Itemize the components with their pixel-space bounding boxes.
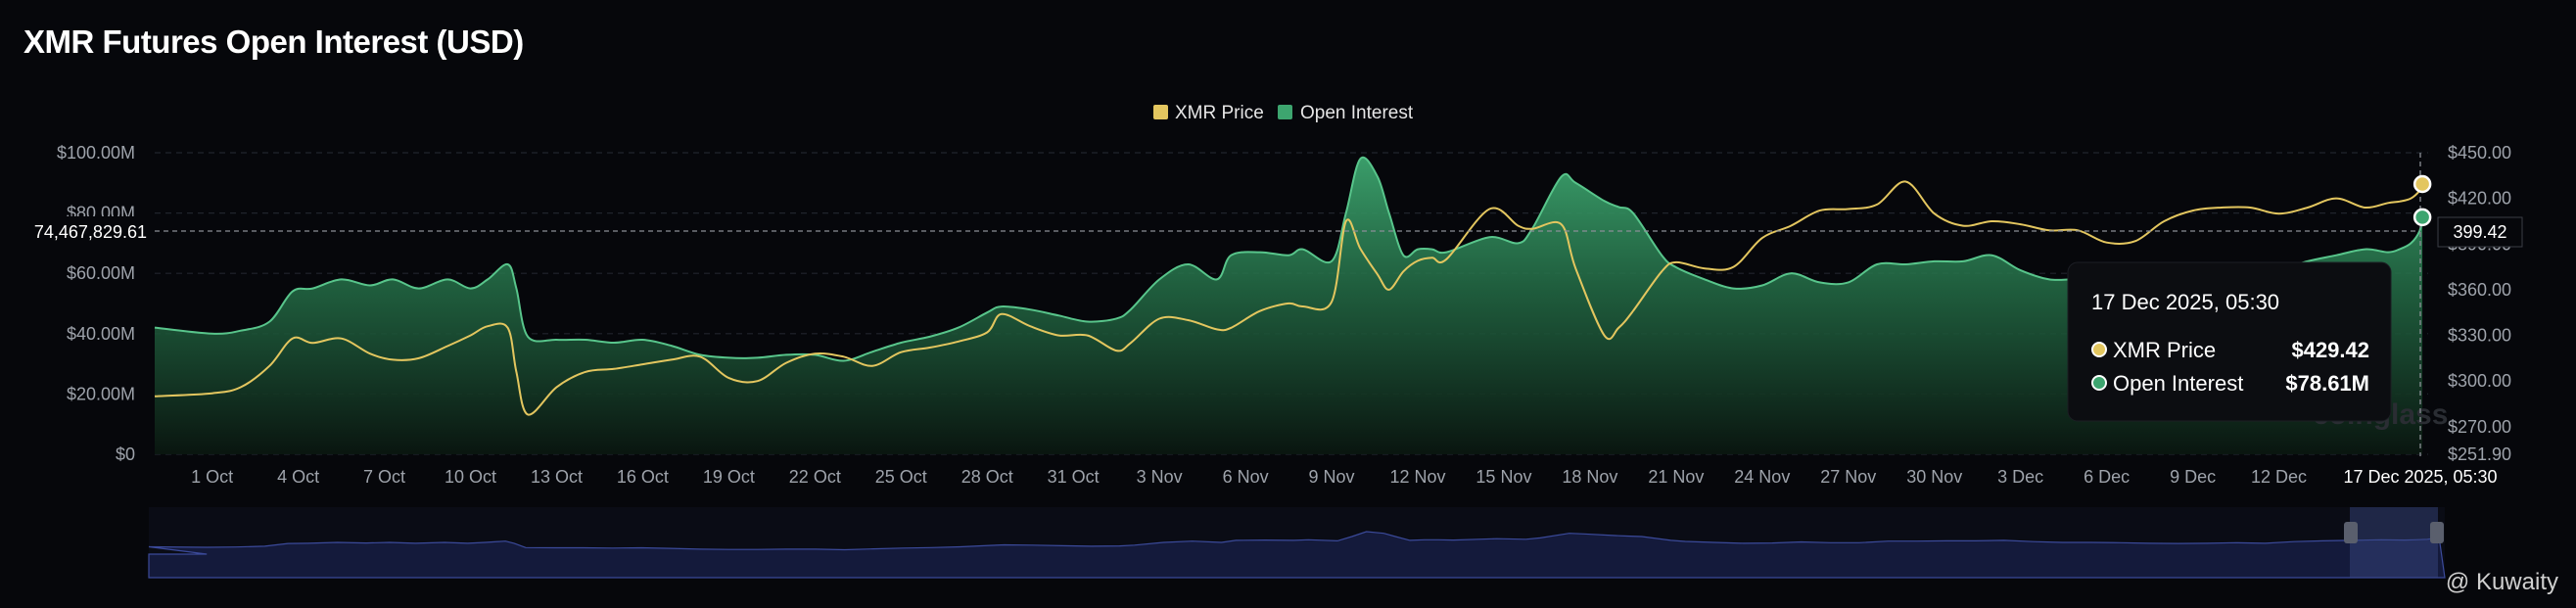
x-tick-label: 9 Dec bbox=[2170, 467, 2216, 487]
hover-markers bbox=[2412, 174, 2432, 227]
x-tick-label: 10 Oct bbox=[445, 467, 496, 487]
tooltip-dot-open-interest bbox=[2091, 375, 2107, 391]
chart-title: XMR Futures Open Interest (USD) bbox=[23, 23, 524, 60]
navigator-series bbox=[148, 531, 2446, 579]
y-right-tick-label: $300.00 bbox=[2448, 371, 2511, 391]
navigator-selection[interactable] bbox=[2350, 507, 2438, 578]
y-right-tick-label: $420.00 bbox=[2448, 189, 2511, 209]
navigator-right-handle[interactable] bbox=[2430, 522, 2444, 543]
marker-xmr-price bbox=[2412, 174, 2432, 194]
tooltip-value-xmr-price: $429.42 bbox=[2291, 338, 2369, 362]
y-left-tick-label: $60.00M bbox=[67, 263, 135, 283]
author-watermark: @ Kuwaity bbox=[2445, 569, 2558, 595]
tooltip-date: 17 Dec 2025, 05:30 bbox=[2091, 290, 2279, 314]
open-interest-area bbox=[155, 157, 2423, 454]
legend-label-xmr-price[interactable]: XMR Price bbox=[1175, 103, 1264, 123]
y-axis-ticks: $0$20.00M$40.00M$60.00M$80.00M$100.00M$2… bbox=[57, 143, 2511, 464]
legend-label-open-interest[interactable]: Open Interest bbox=[1300, 103, 1414, 123]
x-tick-label: 28 Oct bbox=[961, 467, 1013, 487]
legend-swatch-xmr-price bbox=[1153, 105, 1168, 119]
y-right-tick-label: $330.00 bbox=[2448, 326, 2511, 346]
x-tick-label: 12 Dec bbox=[2251, 467, 2307, 487]
tooltip-value-open-interest: $78.61M bbox=[2285, 371, 2369, 396]
y-left-tick-label: $0 bbox=[116, 444, 135, 464]
navigator-left-handle[interactable] bbox=[2344, 522, 2358, 543]
marker-open-interest bbox=[2412, 208, 2432, 227]
x-tick-label: 31 Oct bbox=[1048, 467, 1100, 487]
x-tick-label: 3 Nov bbox=[1137, 467, 1183, 487]
x-tick-label: 1 Oct bbox=[191, 467, 233, 487]
y-right-tick-label: $450.00 bbox=[2448, 143, 2511, 163]
tooltip-dot-xmr-price bbox=[2091, 342, 2107, 357]
y-right-tick-label: $360.00 bbox=[2448, 280, 2511, 300]
y-right-tick-label: $251.90 bbox=[2448, 444, 2511, 464]
x-tick-label: 21 Nov bbox=[1648, 467, 1704, 487]
legend-swatch-open-interest bbox=[1278, 105, 1292, 119]
crosshair-left-label: 74,467,829.61 bbox=[34, 222, 147, 242]
x-tick-label: 4 Oct bbox=[277, 467, 319, 487]
x-axis-ticks: 1 Oct 4 Oct 7 Oct 10 Oct 13 Oct 16 Oct 19 Oct 2… bbox=[191, 467, 2307, 487]
x-tick-label: 13 Oct bbox=[531, 467, 583, 487]
x-tick-label: 18 Nov bbox=[1562, 467, 1617, 487]
x-tick-label: 7 Oct bbox=[363, 467, 405, 487]
x-tick-label: 3 Dec bbox=[1997, 467, 2043, 487]
tooltip: 17 Dec 2025, 05:30 XMR Price $429.42 Ope… bbox=[2067, 261, 2392, 422]
x-tick-label: 9 Nov bbox=[1309, 467, 1355, 487]
x-tick-label: 6 Nov bbox=[1223, 467, 1269, 487]
x-tick-label: 22 Oct bbox=[789, 467, 841, 487]
x-tick-label: 30 Nov bbox=[1906, 467, 1962, 487]
x-tick-label: 6 Dec bbox=[2084, 467, 2130, 487]
x-tick-label: 12 Nov bbox=[1389, 467, 1445, 487]
crosshair-right-label-box bbox=[2437, 216, 2523, 248]
x-tick-label: 25 Oct bbox=[875, 467, 927, 487]
y-right-tick-label: $270.00 bbox=[2448, 417, 2511, 437]
y-left-tick-label: $20.00M bbox=[67, 384, 135, 403]
tooltip-label-xmr-price: XMR Price bbox=[2113, 338, 2216, 362]
x-last-label: 17 Dec 2025, 05:30 bbox=[2336, 462, 2505, 491]
range-navigator[interactable] bbox=[148, 507, 2446, 579]
x-last-label-text: 17 Dec 2025, 05:30 bbox=[2343, 467, 2497, 487]
legend: XMR Price Open Interest bbox=[1153, 103, 1414, 123]
crosshair-right-label: 399.42 bbox=[2453, 222, 2506, 242]
xmr-price-line bbox=[154, 180, 2424, 416]
x-tick-label: 19 Oct bbox=[703, 467, 755, 487]
x-tick-label: 24 Nov bbox=[1734, 467, 1790, 487]
x-tick-label: 15 Nov bbox=[1475, 467, 1531, 487]
x-tick-label: 27 Nov bbox=[1820, 467, 1876, 487]
crosshair: 74,467,829.61 399.42 bbox=[0, 153, 2523, 456]
crosshair-left-label-box bbox=[0, 216, 151, 246]
y-left-tick-label: $40.00M bbox=[67, 324, 135, 344]
x-tick-label: 16 Oct bbox=[617, 467, 669, 487]
y-left-tick-label: $100.00M bbox=[57, 143, 135, 163]
tooltip-label-open-interest: Open Interest bbox=[2113, 371, 2243, 396]
